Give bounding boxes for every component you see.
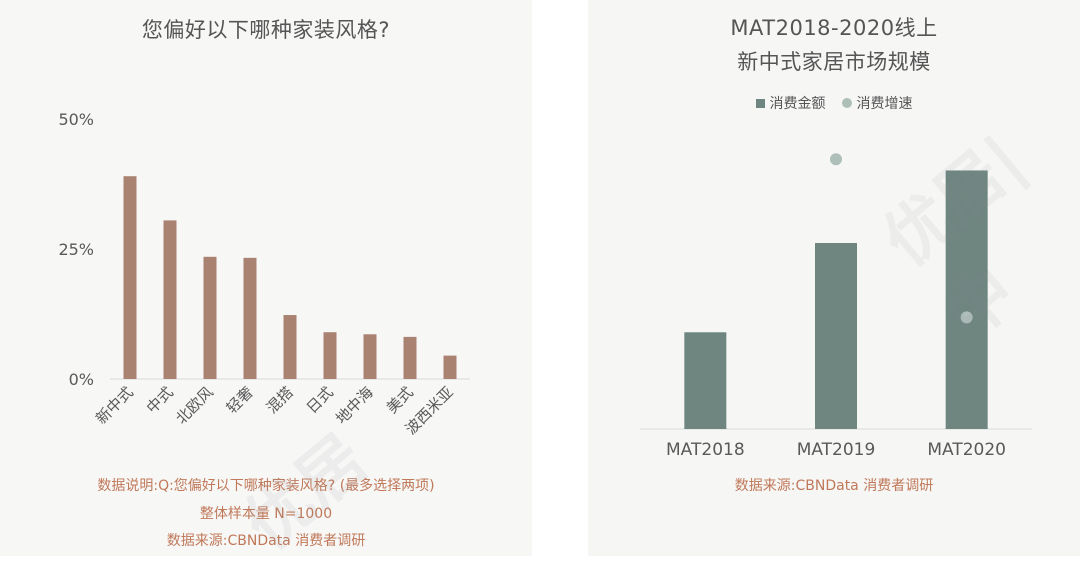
y-tick-label: 0% — [69, 370, 94, 389]
bar — [163, 220, 177, 379]
x-tick-label: 地中海 — [332, 383, 377, 428]
bar — [363, 334, 377, 379]
legend-label-amount: 消费金额 — [769, 96, 826, 112]
bar — [203, 256, 217, 379]
bar — [123, 176, 137, 379]
growth-point — [960, 311, 973, 324]
x-tick-label: MAT2018 — [666, 440, 745, 460]
x-tick-label: 轻奢 — [223, 383, 257, 417]
bar — [283, 315, 297, 379]
bar — [443, 355, 457, 379]
legend-dot-swatch — [841, 98, 852, 108]
left-note-sample: 整体样本量 N=1000 — [199, 506, 333, 522]
legend-item-growth: 消费增速 — [841, 93, 913, 113]
right-bar-chart: MAT2018 MAT2019 MAT2020 — [640, 153, 1032, 460]
x-tick-label: MAT2019 — [797, 440, 876, 460]
legend-square-swatch — [755, 98, 765, 108]
x-tick-label: 美式 — [383, 383, 417, 417]
bar — [815, 243, 857, 429]
right-chart-panel: MAT2018-2020线上 新中式家居市场规模 消费金额 消费增速 MAT20… — [588, 0, 1080, 556]
legend-label-growth: 消费增速 — [856, 96, 913, 112]
left-chart-panel: 您偏好以下哪种家装风格? 0% 25% 50% 新中式 中式 北欧风 轻奢 混搭 日式 地中海 美式… — [0, 0, 532, 556]
legend-item-amount: 消费金额 — [755, 93, 826, 113]
y-tick-label: 25% — [58, 240, 94, 259]
growth-point — [830, 153, 842, 166]
bar — [243, 257, 257, 379]
x-tick-label: 中式 — [143, 383, 177, 417]
bar — [403, 336, 417, 379]
right-chart-title-line2: 新中式家居市场规模 — [737, 50, 931, 74]
x-tick-label: MAT2020 — [927, 440, 1006, 460]
right-chart-title-line1: MAT2018-2020线上 — [730, 16, 938, 40]
x-tick-label: 北欧风 — [172, 383, 217, 428]
left-note-source: 数据来源:CBNData 消费者调研 — [166, 533, 366, 549]
y-tick-label: 50% — [58, 110, 94, 129]
bar — [323, 332, 337, 379]
x-tick-label: 混搭 — [263, 383, 297, 417]
x-tick-label: 新中式 — [92, 383, 137, 428]
left-note-question: 数据说明:Q:您偏好以下哪种家装风格? (最多选择两项) — [97, 478, 435, 494]
left-chart-title: 您偏好以下哪种家装风格? — [141, 18, 391, 42]
bar — [684, 332, 727, 429]
right-chart-legend: 消费金额 消费增速 — [588, 93, 1080, 113]
x-tick-label: 日式 — [303, 383, 337, 417]
bar — [945, 170, 988, 429]
right-note-source: 数据来源:CBNData 消费者调研 — [734, 478, 934, 494]
